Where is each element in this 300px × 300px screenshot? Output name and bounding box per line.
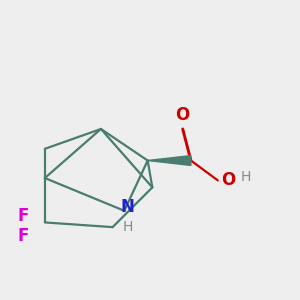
Text: N: N — [121, 199, 134, 217]
Text: O: O — [176, 106, 190, 124]
Text: H: H — [122, 220, 133, 234]
Text: F: F — [18, 226, 29, 244]
Text: H: H — [240, 170, 251, 184]
Text: F: F — [18, 207, 29, 225]
Polygon shape — [148, 156, 191, 165]
Text: O: O — [221, 171, 235, 189]
